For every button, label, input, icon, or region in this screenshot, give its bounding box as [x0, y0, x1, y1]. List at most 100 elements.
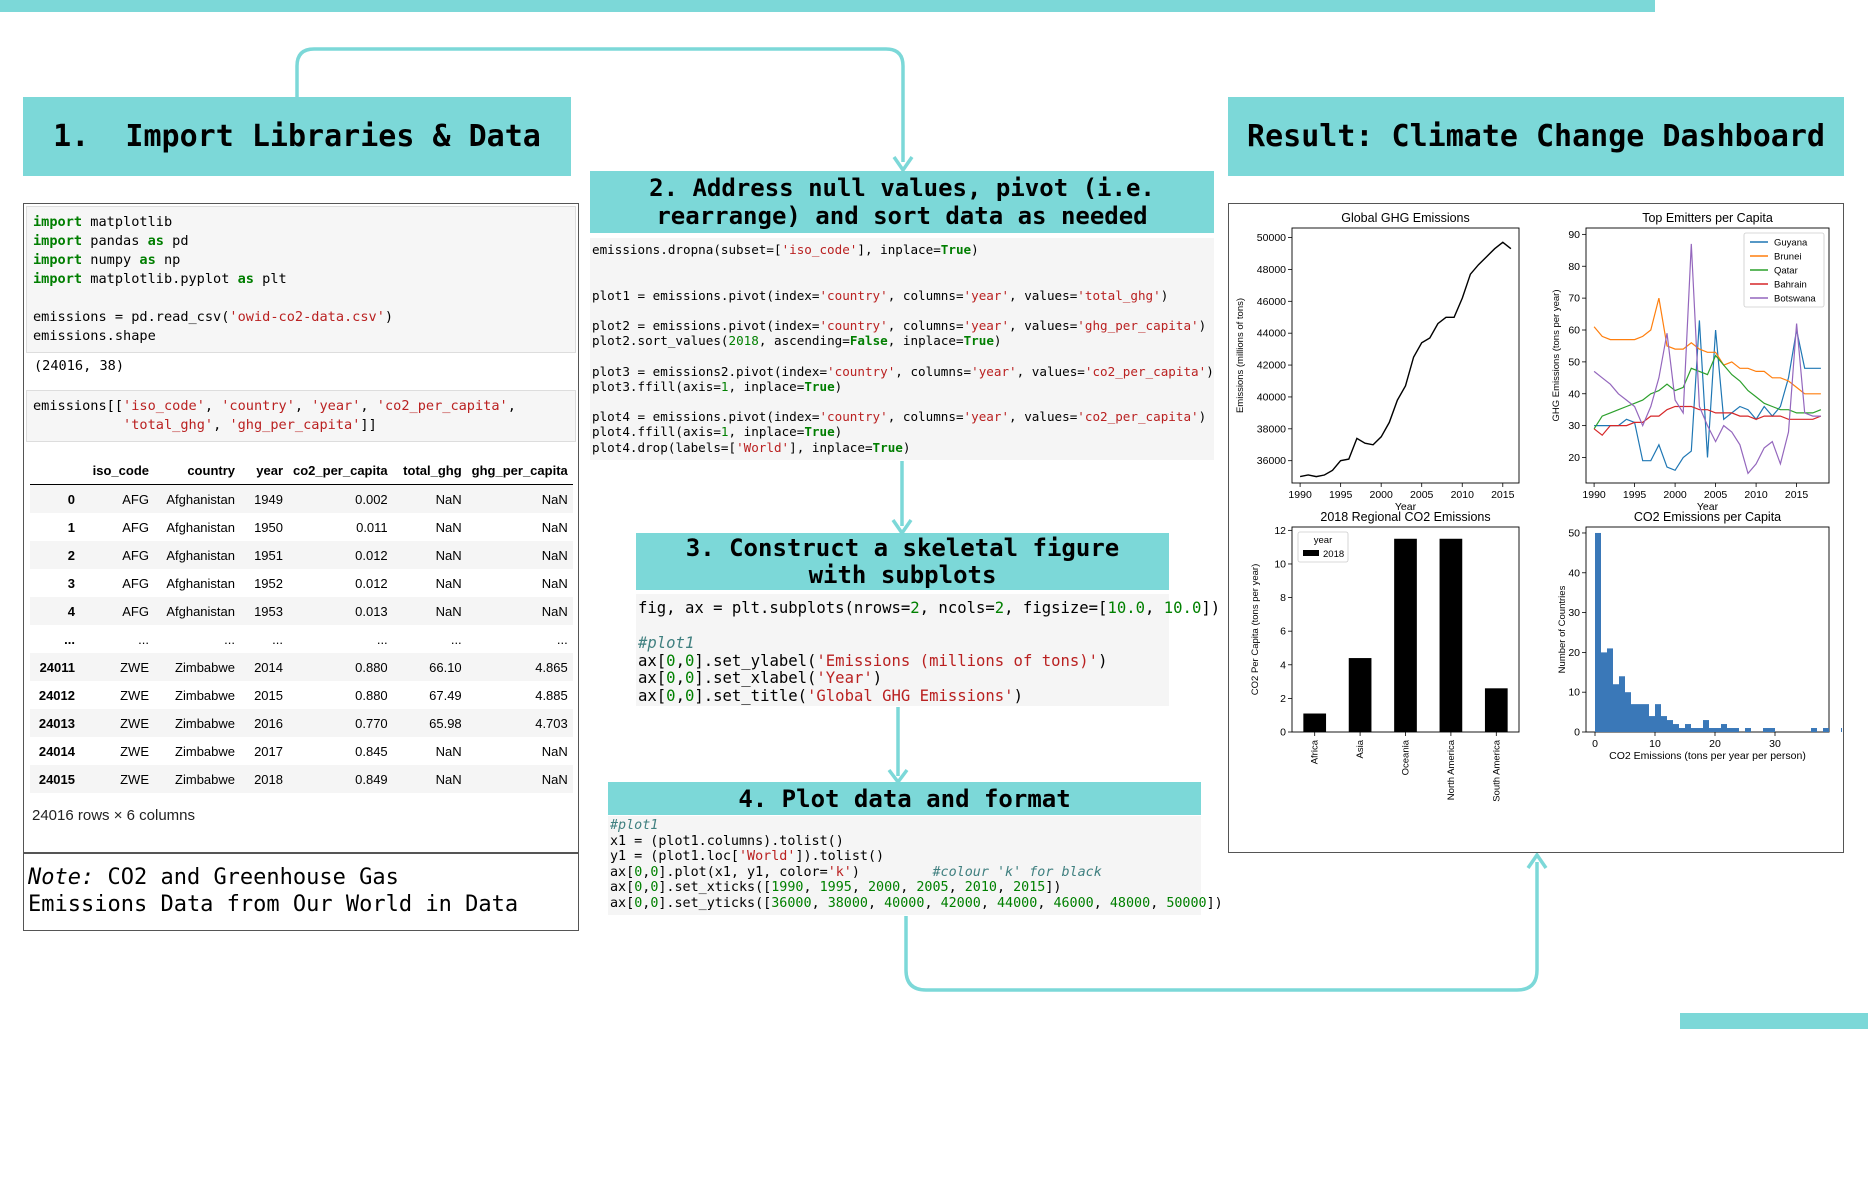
table-cell: 0.880	[355, 659, 388, 675]
blank-line	[592, 257, 1212, 272]
separator: ,	[803, 880, 820, 896]
note-text-line1: CO2 and Greenhouse Gas	[94, 865, 399, 890]
ylabel-str: 'Emissions (millions of tons)'	[816, 651, 1099, 670]
y-tick-label: 8	[1280, 592, 1286, 604]
table-row: 24015 ZWE Zimbabwe 2018 0.849 NaN NaN	[30, 765, 573, 793]
column-header: co2_per_capita	[288, 456, 393, 485]
pivot3-columns: 'year'	[971, 363, 1017, 379]
xlabel-fn: .set_xlabel(	[703, 669, 817, 687]
as-keyword: as	[139, 233, 164, 249]
ffill3-axis: 1	[720, 378, 729, 394]
bar	[1303, 713, 1327, 732]
step-1-label: 1. Import Libraries & Data	[53, 119, 541, 154]
pivot2-values: 'ghg_per_capita'	[1077, 318, 1199, 334]
table-cell: 66.10	[429, 659, 462, 675]
table-cell: NaN	[435, 575, 462, 591]
blank-line	[592, 394, 1212, 409]
legend-box	[1743, 232, 1825, 308]
pivot3-values: 'co2_per_capita'	[1084, 363, 1207, 379]
table-cell: Afghanistan	[166, 491, 235, 507]
plot1-comment: #plot1	[638, 634, 695, 652]
histogram-bar	[1685, 724, 1691, 732]
tick-value: 36000	[771, 895, 812, 911]
table-cell: 4.865	[535, 659, 568, 675]
separator: ,	[997, 880, 1014, 896]
step-2-label-line2: rearrange) and sort data as needed	[656, 202, 1148, 230]
table-cell: 0.880	[355, 687, 388, 703]
select-col-year: 'year'	[311, 398, 361, 414]
table-row: 24012 ZWE Zimbabwe 2015 0.880 67.49 4.885	[30, 681, 573, 709]
select-col-ghg: 'total_ghg'	[123, 417, 214, 433]
ax-j: 0	[684, 651, 695, 670]
select-col-ghgpc: 'ghg_per_capita'	[229, 417, 361, 433]
top-accent-bar	[0, 0, 1655, 12]
chart-title: CO2 Emissions per Capita	[1634, 510, 1781, 524]
ylabel-line: ax[0,0].set_ylabel('Emissions (millions …	[638, 651, 1167, 671]
y-axis-label: Emissions (millions of tons)	[1235, 298, 1246, 413]
ffill3-line: plot3.ffill(axis=1, inplace=True)	[592, 379, 1212, 394]
pivot2-line: plot2 = emissions.pivot(index='country',…	[592, 318, 1212, 333]
x-tick-label: Oceania	[1401, 739, 1412, 775]
table-cell: NaN	[541, 603, 568, 619]
column-header: ghg_per_capita	[466, 456, 573, 485]
ffill3-true: True	[804, 378, 835, 394]
table-cell: ZWE	[120, 771, 149, 787]
table-cell: 0.849	[355, 771, 388, 787]
arrowhead-3	[891, 519, 913, 537]
x-tick-label: 1990	[1582, 489, 1606, 501]
column-header: iso_code	[80, 456, 154, 485]
ticks-fn: ].set_xticks([	[658, 880, 772, 896]
table-cell: Zimbabwe	[175, 771, 235, 787]
close-paren: )	[834, 378, 843, 394]
y-axis-label: GHG Emissions (tons per year)	[1551, 290, 1562, 422]
xticks-line: ax[0,0].set_xticks([1990, 1995, 2000, 20…	[610, 880, 1062, 896]
subplots-end: ])	[1201, 599, 1221, 617]
import-module: numpy	[82, 252, 132, 268]
y-tick-label: 30	[1568, 607, 1580, 619]
table-cell: 67.49	[429, 687, 462, 703]
drop-line: plot4.drop(labels=['World'], inplace=Tru…	[592, 440, 1212, 455]
as-keyword: as	[131, 252, 156, 268]
plot-line: ax[0,0].plot(x1, y1, color='k') #colour …	[610, 864, 1102, 880]
note-text-line2: Emissions Data from Our World in Data	[28, 892, 519, 917]
code-cell-imports[interactable]: import matplotlib import pandas as pd im…	[26, 206, 576, 353]
column-header: year	[240, 456, 288, 485]
y-tick-label: 80	[1568, 261, 1580, 273]
pivot4-line: plot4 = emissions.pivot(index='country',…	[592, 409, 1212, 424]
y-tick-label: 40000	[1257, 391, 1286, 403]
x-tick-label: 2005	[1704, 489, 1728, 501]
table-cell: 0.002	[355, 491, 388, 507]
pivot3-line: plot3 = emissions2.pivot(index='country'…	[592, 363, 1214, 379]
y-tick-label: 10	[1568, 687, 1580, 699]
step-2-header: 2. Address null values, pivot (i.e. rear…	[590, 171, 1214, 233]
columns-kw: , columns=	[895, 363, 972, 379]
separator: ,	[1093, 895, 1110, 911]
histogram-bar	[1619, 676, 1625, 732]
pivot1-pre: plot1 = emissions.pivot(index=	[592, 287, 820, 303]
dropna-line: emissions.dropna(subset=['iso_code'], in…	[592, 242, 1212, 257]
columns-kw: , columns=	[887, 318, 964, 334]
x-tick-label: 1990	[1288, 489, 1312, 501]
ax-close: ]	[694, 686, 704, 705]
columns-kw: , columns=	[887, 409, 964, 425]
table-cell: 1951	[254, 547, 283, 563]
chart-co2-histogram: 0 10 20 30 40 50 0 10 20 30 CO2 Emissions per Capi…	[1557, 510, 1847, 762]
ticks-fn: ].set_yticks([	[658, 895, 772, 911]
row-index: 24013	[38, 715, 75, 731]
separator: ,	[980, 895, 997, 911]
dropna-mid: ], inplace=	[857, 242, 941, 257]
histogram-bar	[1733, 728, 1739, 732]
table-cell: 2018	[254, 771, 283, 787]
import-line: import matplotlib	[33, 214, 172, 230]
code-cell-select[interactable]: emissions[['iso_code', 'country', 'year'…	[26, 390, 576, 442]
note-label: Note:	[28, 865, 95, 890]
y-tick-label: 20	[1568, 452, 1580, 464]
table-row: 0 AFG Afghanistan 1949 0.002 NaN NaN	[30, 484, 573, 513]
y-tick-label: 12	[1274, 525, 1286, 537]
histogram-bar	[1697, 728, 1703, 732]
table-cell: NaN	[541, 519, 568, 535]
title-line: ax[0,0].set_title('Global GHG Emissions'…	[638, 686, 1167, 706]
table-cell: ZWE	[120, 743, 149, 759]
ffill4-line: plot4.ffill(axis=1, inplace=True)	[592, 424, 1212, 439]
close-paren: )	[1013, 686, 1023, 705]
